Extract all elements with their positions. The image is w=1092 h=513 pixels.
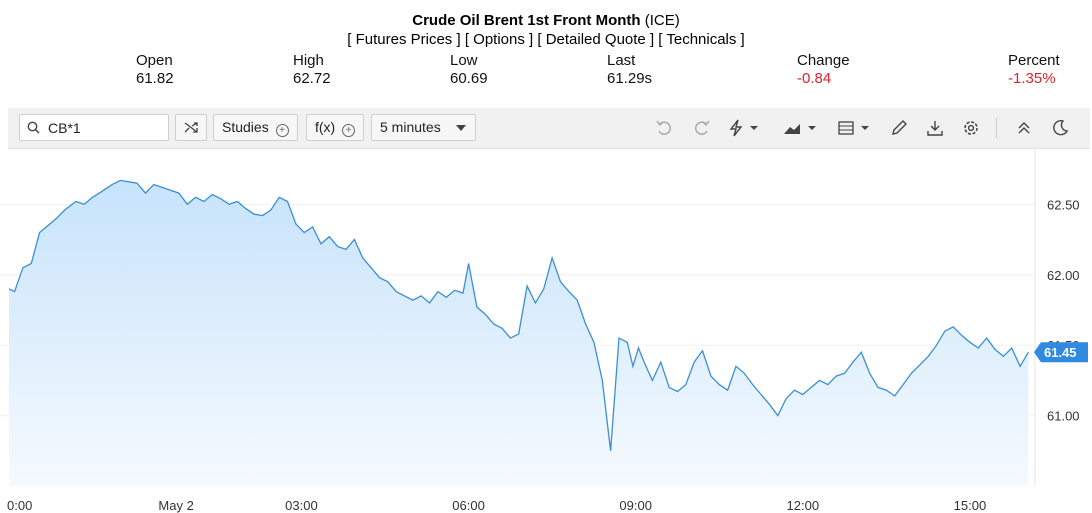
interval-label: 5 minutes [380, 119, 441, 135]
open-value: 61.82 [136, 70, 174, 87]
lightning-icon[interactable] [726, 118, 762, 138]
change-label: Change [797, 52, 850, 69]
add-circle-icon: + [342, 124, 356, 137]
add-circle-icon: + [275, 124, 289, 137]
gear-icon[interactable] [960, 118, 982, 138]
download-icon[interactable] [924, 118, 946, 138]
redo-icon[interactable] [690, 118, 712, 138]
high-label: High [293, 52, 324, 69]
y-tick-label: 62.00 [1047, 268, 1080, 283]
collapse-icon[interactable] [1013, 118, 1035, 138]
high-value: 62.72 [293, 70, 331, 87]
search-icon [27, 121, 40, 134]
x-tick-label: 0:00 [7, 498, 32, 513]
futures-prices-link[interactable]: [ Futures Prices ] [347, 31, 461, 48]
x-axis: 0:00 May 2 03:00 06:00 09:00 12:00 15:00 [7, 498, 986, 513]
studies-button[interactable]: Studies + [213, 114, 298, 141]
symbol-text: CB*1 [48, 120, 81, 136]
change-stat: Change -0.84 [797, 52, 850, 88]
y-tick-label: 62.50 [1047, 197, 1080, 212]
open-stat: Open 61.82 [136, 52, 174, 88]
studies-label: Studies [222, 119, 269, 135]
x-tick-label: 09:00 [619, 498, 652, 513]
technicals-link[interactable]: [ Technicals ] [658, 31, 745, 48]
percent-value: -1.35% [1008, 70, 1056, 87]
low-value: 60.69 [450, 70, 488, 87]
function-button[interactable]: f(x) + [306, 114, 365, 141]
last-label: Last [607, 52, 636, 69]
low-stat: Low 60.69 [450, 52, 488, 88]
compare-button[interactable] [175, 114, 207, 141]
chart-toolbar: CB*1 Studies + f(x) + 5 minutes [8, 108, 1090, 149]
price-area-fill [9, 180, 1029, 486]
symbol-search-input[interactable]: CB*1 [19, 114, 169, 141]
low-label: Low [450, 52, 478, 69]
x-tick-label: 15:00 [954, 498, 987, 513]
caret-down-icon [456, 125, 466, 131]
quote-summary: Open 61.82 High 62.72 Low 60.69 Last 61.… [0, 52, 1092, 92]
high-stat: High 62.72 [293, 52, 331, 88]
y-tick-label: 61.00 [1047, 409, 1080, 424]
percent-stat: Percent -1.35% [1008, 52, 1060, 88]
quote-links: [ Futures Prices ] [ Options ] [ Detaile… [0, 31, 1092, 48]
toolbar-divider [996, 118, 997, 138]
open-label: Open [136, 52, 173, 69]
undo-icon[interactable] [654, 118, 676, 138]
last-price-label: 61.45 [1044, 345, 1077, 360]
function-label: f(x) [315, 119, 336, 135]
instrument-name: Crude Oil Brent 1st Front Month [412, 12, 641, 29]
x-tick-label: 03:00 [285, 498, 318, 513]
layout-icon[interactable] [837, 118, 875, 138]
last-stat: Last 61.29s [607, 52, 652, 88]
chart-type-icon[interactable] [782, 118, 820, 138]
percent-label: Percent [1008, 52, 1060, 69]
detailed-quote-link[interactable]: [ Detailed Quote ] [537, 31, 655, 48]
x-tick-label: May 2 [158, 498, 193, 513]
x-tick-label: 06:00 [452, 498, 485, 513]
last-price-tag: 61.45 [1034, 342, 1088, 363]
moon-icon[interactable] [1049, 118, 1071, 138]
price-line [8, 179, 1029, 451]
page-title: Crude Oil Brent 1st Front Month (ICE) [0, 12, 1092, 29]
exchange-label: (ICE) [644, 12, 680, 29]
options-link[interactable]: [ Options ] [464, 31, 534, 48]
interval-select[interactable]: 5 minutes [371, 114, 476, 141]
chart-header: Crude Oil Brent 1st Front Month (ICE) [ … [0, 12, 1092, 48]
shuffle-icon [184, 122, 198, 133]
x-tick-label: 12:00 [787, 498, 820, 513]
change-value: -0.84 [797, 70, 832, 87]
pencil-icon[interactable] [888, 118, 910, 138]
last-value: 61.29s [607, 70, 653, 87]
